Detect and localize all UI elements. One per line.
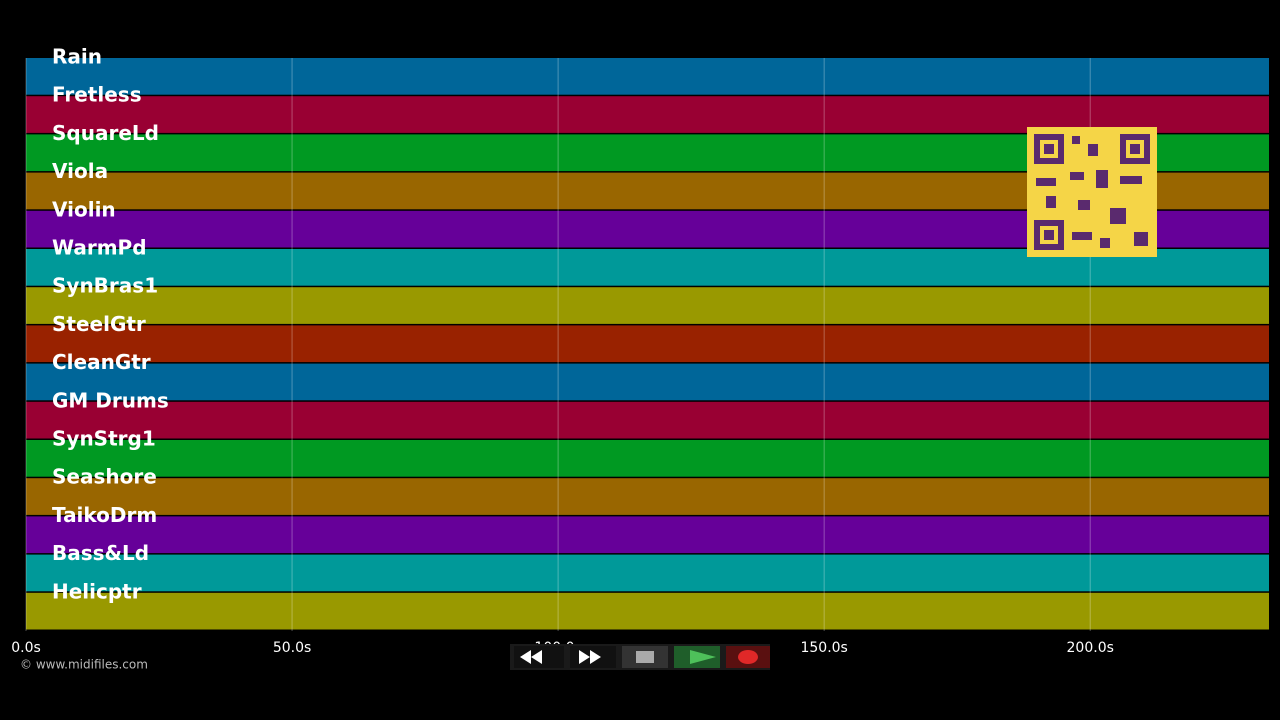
track-label: SynStrg1 (52, 427, 156, 451)
qr-code (1027, 127, 1157, 257)
fast-forward-button[interactable] (570, 646, 616, 668)
track-band (26, 96, 1269, 133)
track-label: CleanGtr (52, 350, 151, 374)
track-band (26, 516, 1269, 554)
tick-label: 200.0s (1067, 640, 1114, 656)
track-label: Fretless (52, 83, 142, 107)
track-label: TaikoDrm (52, 503, 157, 527)
track-band (26, 58, 1269, 95)
track-label: Viola (52, 159, 108, 183)
tick-label: 50.0s (273, 640, 311, 656)
track-label: SquareLd (52, 121, 159, 145)
track-band (26, 478, 1269, 515)
copyright: © www.midifiles.com (20, 658, 148, 672)
rewind-button[interactable] (514, 646, 564, 668)
stop-button[interactable] (622, 646, 668, 668)
track-band (26, 363, 1269, 401)
track-band (26, 401, 1269, 439)
tick-label: 150.0s (800, 640, 847, 656)
track-band (26, 554, 1269, 592)
track-label: Rain (52, 45, 102, 69)
track-band (26, 287, 1269, 324)
track-label: WarmPd (52, 236, 147, 260)
track-label: SynBras1 (52, 274, 158, 298)
track-label: Seashore (52, 465, 157, 489)
track-band (26, 592, 1269, 630)
track-label: Violin (52, 197, 116, 221)
track-band (26, 440, 1269, 477)
track-label: Helicptr (52, 579, 142, 603)
tick-label: 0.0s (11, 640, 41, 656)
play-button[interactable] (674, 646, 720, 668)
record-button[interactable] (726, 646, 770, 668)
track-label: Bass&Ld (52, 541, 149, 565)
track-labels: Rain Fretless SquareLd Viola Violin WarmPd Syn… (52, 45, 169, 604)
track-band (26, 325, 1269, 363)
track-label: GM Drums (52, 388, 169, 412)
transport-controls (510, 644, 770, 670)
track-label: SteelGtr (52, 312, 146, 336)
